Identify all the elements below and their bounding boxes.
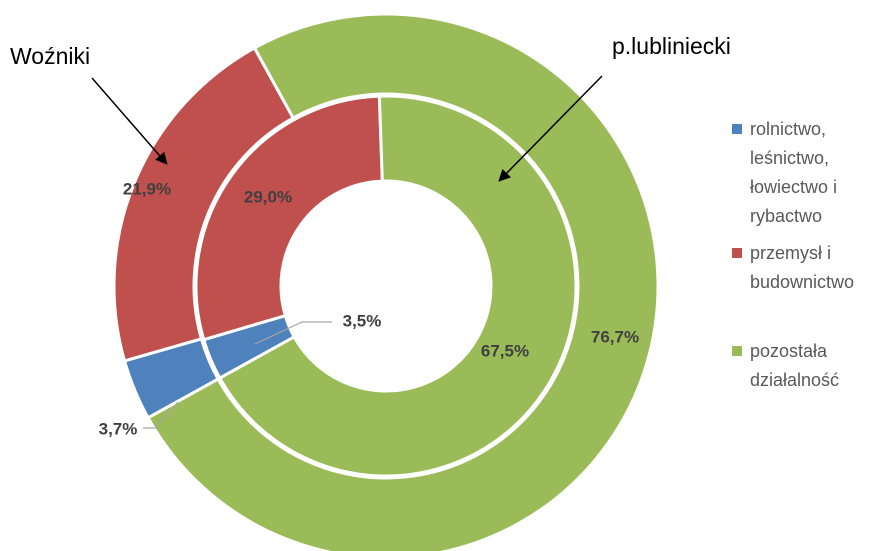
- rings: [112, 12, 660, 551]
- arrow: [91, 77, 168, 165]
- value-label: 21,9%: [123, 179, 171, 198]
- value-label: 67,5%: [481, 341, 529, 360]
- legend-swatch: [732, 124, 742, 134]
- legend-item: przemysł i budownictwo: [732, 239, 882, 297]
- legend-item: rolnictwo, leśnictwo, łowiectwo i rybact…: [732, 115, 882, 231]
- legend-label: rolnictwo, leśnictwo, łowiectwo i rybact…: [750, 119, 838, 226]
- legend-swatch: [732, 346, 742, 356]
- value-label: 3,7%: [99, 419, 138, 438]
- legend-label: pozostała działalność: [750, 341, 840, 390]
- legend-item: pozostała działalność: [732, 337, 882, 395]
- leader-line: [254, 321, 332, 345]
- donut-slice: [194, 94, 384, 342]
- legend-swatch: [732, 248, 742, 258]
- legend: rolnictwo, leśnictwo, łowiectwo i rybact…: [732, 115, 882, 395]
- value-label: 76,7%: [591, 327, 639, 346]
- leader-line: [143, 401, 179, 429]
- donut-slice: [217, 94, 578, 478]
- value-label: 3,5%: [343, 311, 382, 330]
- series-label: Woźniki: [10, 43, 90, 69]
- series-label: p.lubliniecki: [612, 33, 731, 59]
- arrow: [498, 75, 603, 182]
- value-label: 29,0%: [244, 187, 292, 206]
- legend-label: przemysł i budownictwo: [750, 243, 855, 292]
